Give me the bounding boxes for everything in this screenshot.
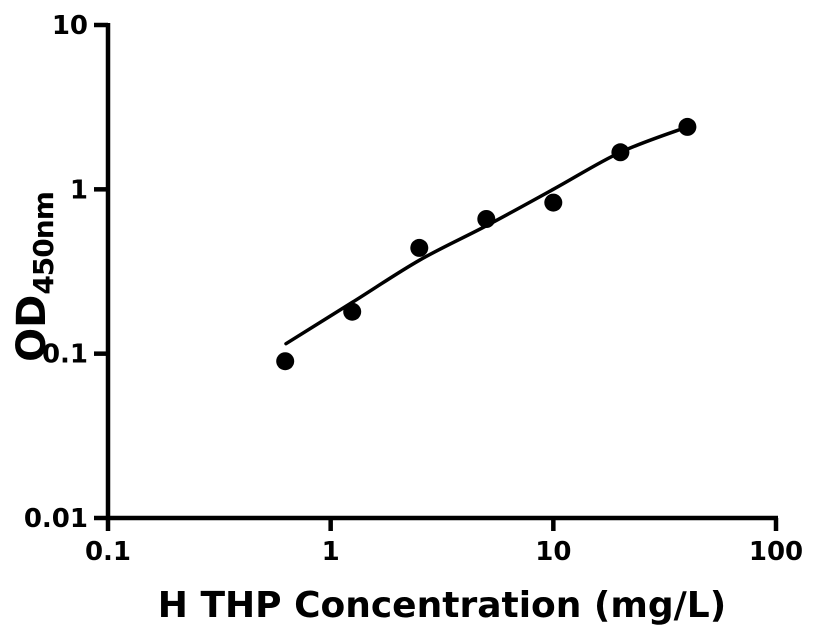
data-point-marker-6 — [611, 143, 630, 162]
x-axis-title: H THP Concentration (mg/L) — [157, 585, 727, 626]
x-axis-tick-label-1: 1 — [322, 537, 340, 567]
y-axis-title: OD450nm — [9, 127, 60, 427]
data-point-marker-7 — [678, 117, 697, 136]
x-axis-tick-label-0.1: 0.1 — [85, 537, 131, 567]
y-axis-tick-label-10: 10 — [52, 11, 88, 41]
data-point-marker-4 — [477, 210, 496, 228]
axis-spines — [105, 23, 778, 521]
data-point-marker-1 — [276, 352, 295, 371]
y-axis-title-subscript: 450nm — [27, 192, 60, 295]
data-point-marker-5 — [544, 193, 563, 212]
data-point-marker-3 — [410, 238, 429, 257]
data-point-marker-2 — [343, 302, 362, 321]
y-axis-tick-label-0.1: 0.1 — [42, 340, 88, 370]
y-axis-title-main: OD — [9, 294, 55, 362]
y-axis-tick-label-0.01: 0.01 — [24, 504, 88, 534]
y-axis-tick-label-1: 1 — [70, 175, 88, 205]
x-axis-tick-label-100: 100 — [749, 537, 803, 567]
x-axis-tick-label-10: 10 — [535, 537, 571, 567]
